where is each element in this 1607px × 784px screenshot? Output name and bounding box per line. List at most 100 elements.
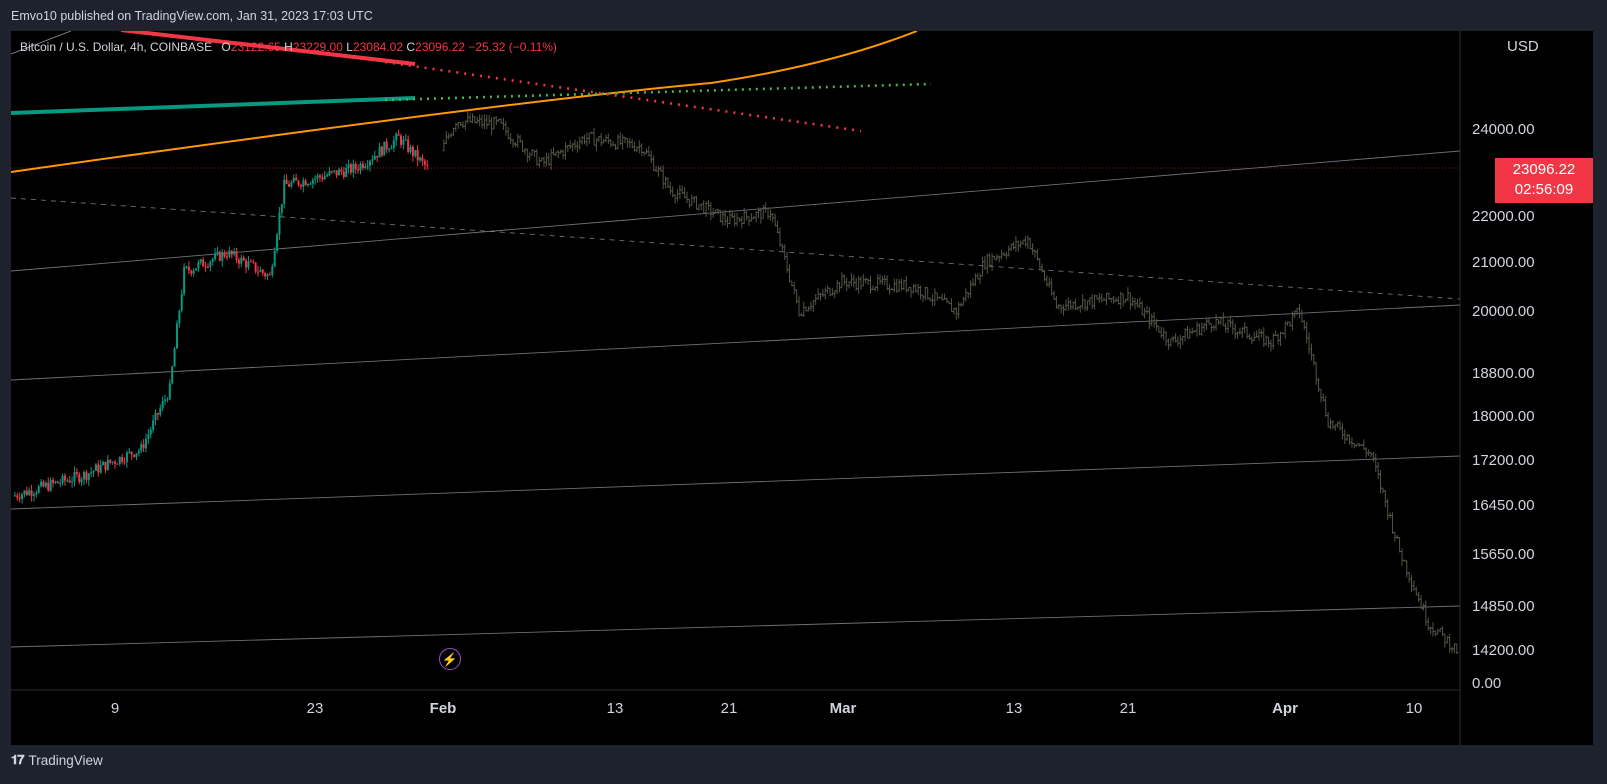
chart-pane[interactable] [11,31,1593,745]
candle-body [152,420,155,430]
candle-body [30,490,33,496]
candle-body [154,413,157,421]
tradingview-logo-icon: 𝟏𝟕 [11,752,25,767]
x-tick-label: 21 [721,700,738,717]
y-tick-label: 18800.00 [1472,365,1535,382]
close-value: 23096.22 [415,40,466,54]
candle-body [392,140,395,148]
candle-body [268,274,271,276]
candle-body [254,262,257,272]
publish-info: Emvo10 published on TradingView.com, Jan… [11,9,373,23]
price-chart[interactable]: 24000.00 22000.00 21000.00 20000.00 18800.00… [11,31,1593,745]
candle-body [147,434,150,439]
candle-body [302,180,305,187]
candle-body [175,323,178,349]
candle-body [102,461,105,466]
last-price-tag: 23096.22 02:56:09 [1495,158,1593,203]
candle-body [354,163,357,170]
candle-body [61,475,64,484]
candle-body [94,464,97,471]
candle-body [280,203,283,213]
candle-body [125,452,128,462]
footer-brand[interactable]: 𝟏𝟕 TradingView [11,752,103,768]
candle-body [56,481,59,484]
currency-label[interactable]: USD [1507,38,1539,55]
candle-body [421,157,424,161]
candle-body [230,250,233,255]
candle-body [407,139,410,152]
candle-body [190,270,193,274]
high-label: H [284,40,293,54]
candle-body [366,165,369,167]
candle-body [326,175,329,177]
candle-body [37,486,40,493]
brand-name: TradingView [28,752,103,768]
low-value: 23084.02 [352,40,403,54]
candle-body [52,480,55,483]
candle-body [245,260,248,268]
dashed-trendline [11,197,1461,300]
candle-body [140,444,143,451]
y-tick-label: 20000.00 [1472,303,1535,320]
close-label: C [406,40,416,54]
candle-body [385,141,388,150]
last-price-value: 23096.22 [1512,161,1576,178]
candle-body [378,146,381,158]
candle-body [235,251,238,260]
candle-body [195,268,198,271]
candle-body [340,169,343,172]
candle-body [333,170,336,172]
candle-body [411,146,414,157]
x-tick-label: 13 [607,700,624,717]
candle-body [276,234,279,251]
symbol-title[interactable]: Bitcoin / U.S. Dollar, 4h, COINBASE [20,40,213,54]
y-tick-label: 22000.00 [1472,208,1535,225]
candle-body [338,169,341,176]
candle-body [204,266,207,268]
candle-body [402,139,405,145]
candle-body [168,383,171,400]
candle-body [299,185,302,187]
candle-body [180,293,183,311]
candle-body [297,180,300,186]
candle-body [345,168,348,177]
candle-body [278,212,281,235]
y-tick-label: 24000.00 [1472,121,1535,138]
candle-body [32,494,35,496]
candle-body [259,269,262,272]
candle-body [16,495,19,498]
candle-body [249,261,252,263]
candle-body [13,495,16,497]
candle-body [318,175,321,178]
candle-body [290,182,293,187]
candle-body [135,453,138,457]
green-dotted-projection [384,82,932,102]
candle-body [197,262,200,269]
candle-body [49,480,52,491]
lightning-event-icon[interactable]: ⚡ [439,648,461,670]
candle-body [252,261,255,263]
candle-body [199,259,202,263]
x-tick-label: 21 [1120,700,1137,717]
candle-body [233,251,236,255]
y-tick-label: 16450.00 [1472,497,1535,514]
candle-body [261,269,264,274]
candle-body [414,150,417,157]
candle-body [316,175,319,179]
candle-body [342,171,345,177]
x-tick-label: 13 [1006,700,1023,717]
candle-body [183,266,186,294]
y-tick-label: 14850.00 [1472,598,1535,615]
bar-countdown: 02:56:09 [1514,181,1574,198]
candle-body [409,146,412,152]
candle-body [92,470,95,473]
candle-body [240,257,243,264]
candle-body [352,163,355,173]
candle-body [144,438,147,449]
candle-body [173,348,176,367]
candle-body [130,451,133,455]
candle-body [54,481,57,483]
x-tick-label: Mar [830,700,857,717]
candle-body [97,464,100,473]
candle-body [166,399,169,401]
